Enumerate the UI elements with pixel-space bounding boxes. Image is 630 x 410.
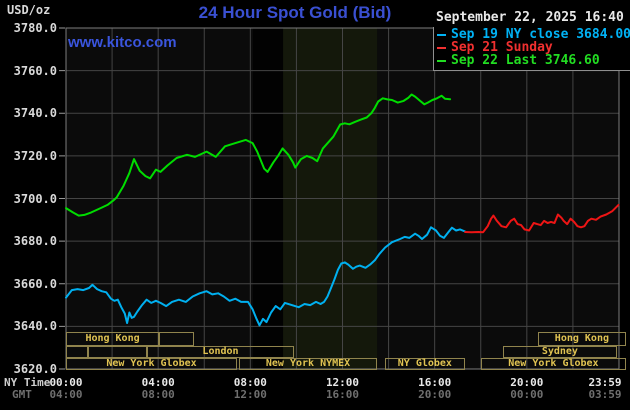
session-box <box>66 345 88 358</box>
session-label: New York NYMEX <box>265 358 351 369</box>
y-axis-tick-label: 3760.0 <box>13 63 57 78</box>
session-box-new-york-globex: New York Globex <box>66 357 237 370</box>
session-box-new-york-globex: New York Globex <box>480 357 626 370</box>
session-box <box>87 345 147 358</box>
legend-marker <box>437 33 446 36</box>
chart-legend: Sep 19 NY close 3684.00 Sep 21 Sunday Sep … <box>433 27 630 71</box>
x-axis-gmt-tick-label: 20:00 <box>418 388 452 401</box>
session-box <box>159 332 194 346</box>
legend-marker <box>437 46 446 49</box>
x-axis-gmt-tick-label: 00:00 <box>510 388 544 401</box>
x-axis-gmt-row-label: GMT <box>12 388 32 401</box>
y-axis-units-label: USD/oz <box>7 3 51 17</box>
session-box-london: London <box>146 345 295 358</box>
session-label: New York Globex <box>508 358 599 369</box>
y-axis-tick-label: 3780.0 <box>13 21 57 35</box>
x-axis-gmt-tick-label: 08:00 <box>141 388 175 401</box>
session-label: Hong Kong <box>554 333 609 345</box>
y-axis-tick-label: 3740.0 <box>13 106 57 121</box>
chart-timestamp: September 22, 2025 16:40 <box>436 10 624 25</box>
price-line-sep22 <box>65 93 452 217</box>
x-axis-gmt-tick-label: 04:00 <box>49 388 83 401</box>
x-axis-gmt-tick-label: 12:00 <box>233 388 267 401</box>
x-axis-ny-tick-label: 12:00 <box>325 376 360 389</box>
session-label: Hong Kong <box>85 333 140 345</box>
price-line-sep21 <box>464 203 620 234</box>
legend-marker <box>437 59 446 62</box>
x-axis-ny-row-label: NY Time <box>4 376 51 389</box>
session-label: London <box>202 346 239 357</box>
x-axis-ny-tick-label: 00:00 <box>49 376 83 389</box>
legend-item: Sep 19 NY close 3684.00 <box>434 27 630 42</box>
kitco-watermark-link[interactable]: www.kitco.com <box>68 34 177 51</box>
session-label: NY Globex <box>397 358 452 369</box>
session-label: Sydney <box>541 346 578 357</box>
legend-label: Sep 22 Last 3746.60 <box>451 53 600 68</box>
legend-item: Sep 21 Sunday <box>434 40 630 55</box>
session-label: New York Globex <box>106 358 197 369</box>
legend-label: Sep 21 Sunday <box>451 40 553 55</box>
session-box-hong-kong: Hong Kong <box>66 332 160 346</box>
x-axis-ny-tick-label: 23:59 <box>588 376 622 389</box>
y-axis-tick-label: 3660.0 <box>13 276 57 291</box>
x-axis-ny-tick-label: 08:00 <box>233 376 267 389</box>
x-axis-gmt-tick-label: 16:00 <box>325 388 360 401</box>
session-box-hong-kong: Hong Kong <box>537 332 626 346</box>
session-box-new-york-nymex: New York NYMEX <box>239 357 378 370</box>
session-box-sydney: Sydney <box>502 345 617 358</box>
x-axis-gmt-tick-label: 03:59 <box>588 388 622 401</box>
x-axis-ny-tick-label: 16:00 <box>418 376 452 389</box>
y-axis-tick-label: 3620.0 <box>13 362 57 376</box>
x-axis-ny-tick-label: 20:00 <box>510 376 544 389</box>
legend-label: Sep 19 NY close 3684.00 <box>451 27 630 42</box>
x-axis-ny-tick-label: 04:00 <box>141 376 175 389</box>
y-axis-tick-label: 3700.0 <box>13 191 57 206</box>
y-axis-tick-label: 3640.0 <box>13 319 57 334</box>
price-line-sep19 <box>65 226 467 327</box>
session-box-ny-globex: NY Globex <box>384 357 465 370</box>
page-title: 24 Hour Spot Gold (Bid) <box>198 3 392 22</box>
legend-item: Sep 22 Last 3746.60 <box>434 53 630 68</box>
y-axis-tick-label: 3720.0 <box>13 148 57 163</box>
y-axis-tick-label: 3680.0 <box>13 234 57 249</box>
